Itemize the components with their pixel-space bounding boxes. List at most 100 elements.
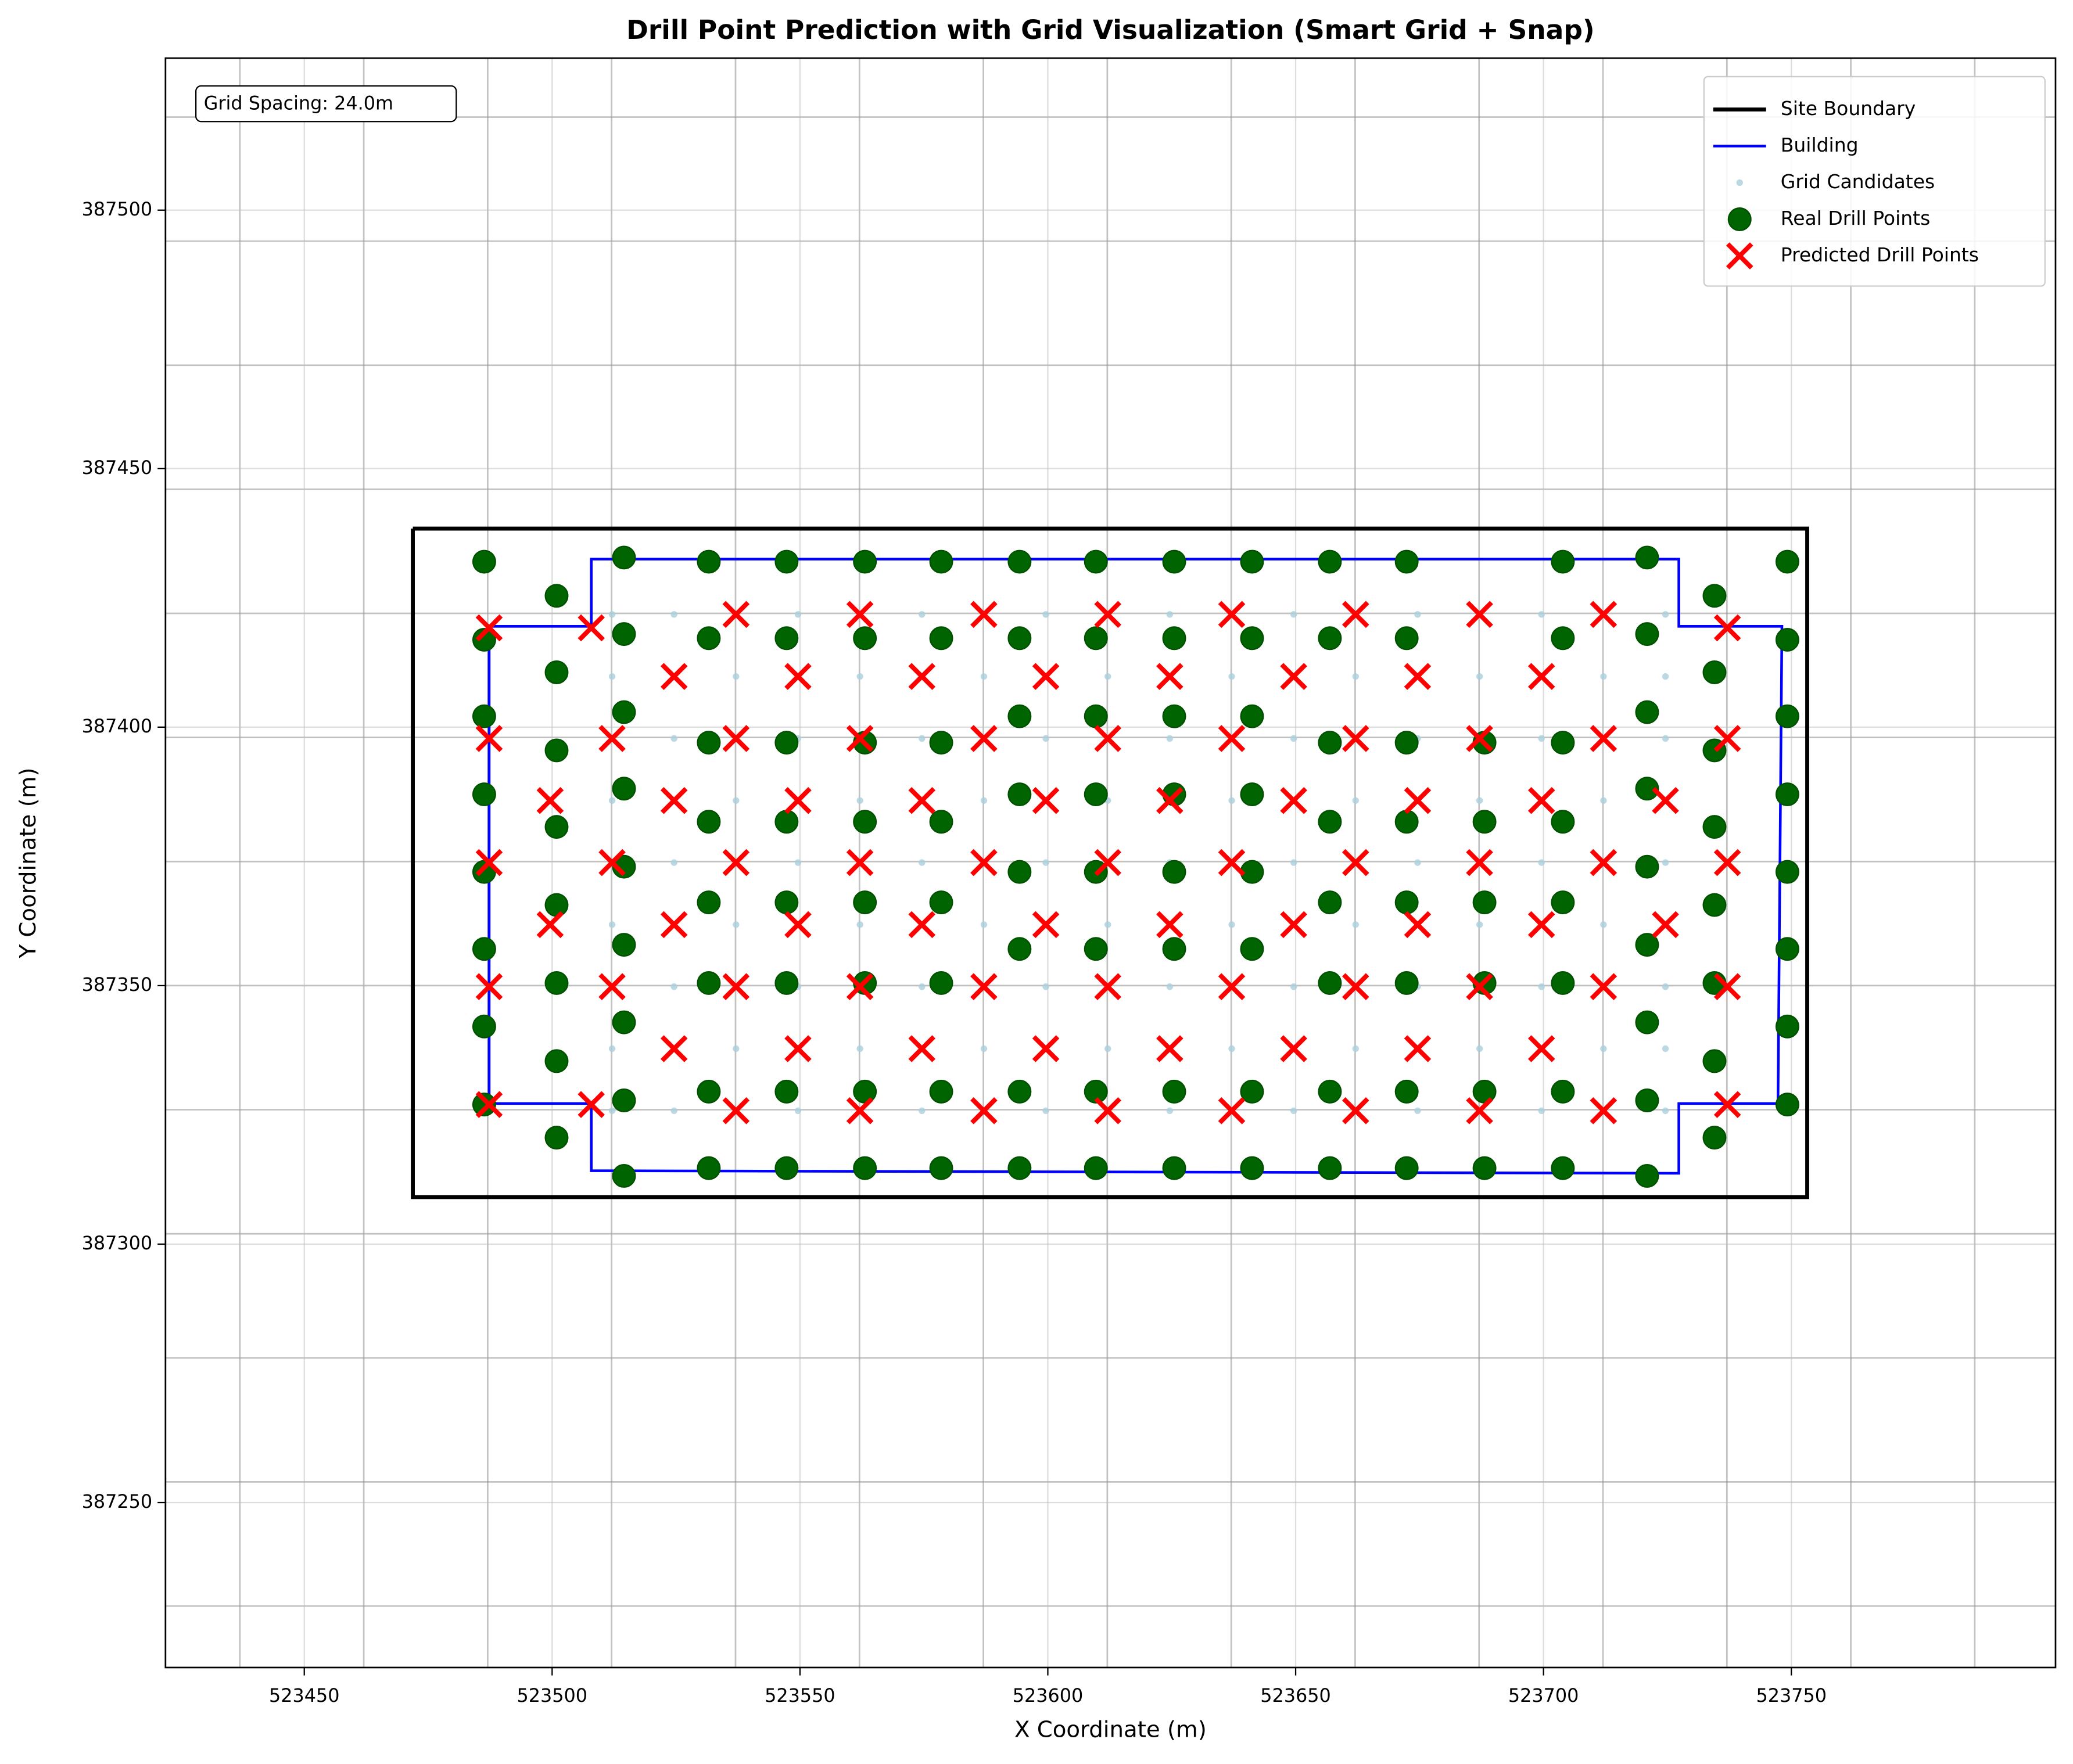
real-drill-point xyxy=(697,971,721,995)
predicted-drill-point xyxy=(1527,663,1555,690)
real-drill-point xyxy=(612,1163,636,1188)
grid-candidate xyxy=(1538,1107,1545,1114)
grid-candidate xyxy=(1042,735,1049,742)
predicted-drill-point xyxy=(475,849,503,876)
predicted-drill-point xyxy=(475,614,503,642)
grid-candidate xyxy=(670,735,677,742)
real-drill-point xyxy=(544,738,569,763)
predicted-drill-point xyxy=(1342,973,1369,1000)
real-drill-point xyxy=(1240,1156,1264,1180)
grid-candidate xyxy=(980,797,988,804)
grid-candidate xyxy=(733,921,740,928)
grid-candidate xyxy=(1290,859,1297,866)
grid-candidate xyxy=(1042,859,1049,866)
grid-candidate xyxy=(608,1045,616,1052)
grid-candidate xyxy=(670,983,677,990)
grid-candidate xyxy=(733,673,740,680)
grid-candidate xyxy=(1600,921,1607,928)
grid-candidate xyxy=(1538,735,1545,742)
real-drill-point xyxy=(1775,704,1799,728)
grid-candidate xyxy=(670,1107,677,1114)
x-tick-label: 523750 xyxy=(1756,1684,1827,1706)
predicted-drill-point xyxy=(722,725,750,752)
predicted-drill-point xyxy=(1590,601,1617,628)
grid-candidate xyxy=(980,921,988,928)
legend-box xyxy=(1703,76,2046,287)
predicted-drill-point xyxy=(908,1035,936,1062)
real-drill-point xyxy=(1472,1079,1497,1104)
grid-candidate xyxy=(1228,673,1235,680)
real-drill-point xyxy=(1007,704,1032,728)
real-drill-point xyxy=(612,854,636,879)
real-drill-point xyxy=(1007,626,1032,651)
legend-marker xyxy=(1726,242,1753,270)
predicted-drill-point xyxy=(1094,725,1121,752)
grid-candidate xyxy=(1538,983,1545,990)
real-drill-point xyxy=(472,937,496,961)
grid-candidate xyxy=(1166,983,1174,990)
real-drill-point xyxy=(1318,626,1342,651)
real-drill-point xyxy=(1394,1079,1419,1104)
predicted-drill-point xyxy=(1466,1097,1493,1124)
predicted-drill-point xyxy=(1404,1035,1432,1062)
predicted-drill-point xyxy=(784,786,812,814)
grid-candidate xyxy=(856,673,863,680)
grid-candidate xyxy=(1414,859,1421,866)
predicted-drill-point xyxy=(970,601,998,628)
real-drill-point xyxy=(1084,782,1108,807)
predicted-drill-point xyxy=(1032,1035,1060,1062)
real-drill-point xyxy=(1007,1156,1032,1180)
real-drill-point xyxy=(1775,1093,1799,1117)
real-drill-point xyxy=(1551,810,1575,834)
predicted-drill-point xyxy=(475,973,503,1000)
real-drill-point xyxy=(1551,731,1575,755)
grid-candidate xyxy=(1042,1107,1049,1114)
predicted-drill-point xyxy=(1342,725,1369,752)
real-drill-point xyxy=(612,700,636,724)
grid-candidate xyxy=(794,859,802,866)
real-drill-point xyxy=(774,971,799,995)
predicted-drill-point xyxy=(970,1097,998,1124)
predicted-drill-point xyxy=(1713,849,1741,876)
real-drill-point xyxy=(774,810,799,834)
grid-candidate xyxy=(1600,673,1607,680)
real-drill-point xyxy=(697,890,721,915)
real-drill-point xyxy=(1635,700,1659,724)
predicted-drill-point xyxy=(1527,1035,1555,1062)
real-drill-point xyxy=(612,1010,636,1034)
real-drill-point xyxy=(929,626,953,651)
predicted-drill-point xyxy=(1280,1035,1307,1062)
grid-candidate xyxy=(1476,673,1483,680)
real-drill-point xyxy=(1635,1010,1659,1034)
grid-candidate xyxy=(1104,921,1111,928)
real-drill-point xyxy=(1240,626,1264,651)
annotation-box xyxy=(195,85,457,123)
predicted-drill-point xyxy=(598,849,626,876)
predicted-drill-point xyxy=(1032,911,1060,939)
predicted-drill-point xyxy=(1713,725,1741,752)
grid-candidate xyxy=(1538,859,1545,866)
predicted-drill-point xyxy=(1032,663,1060,690)
real-drill-point xyxy=(1084,704,1108,728)
real-drill-point xyxy=(1702,1049,1727,1073)
real-drill-point xyxy=(1240,937,1264,961)
real-drill-point xyxy=(1240,549,1264,574)
real-drill-point xyxy=(1318,890,1342,915)
predicted-drill-point xyxy=(578,1091,605,1118)
real-drill-point xyxy=(1318,549,1342,574)
grid-candidate xyxy=(1662,859,1669,866)
predicted-drill-point xyxy=(1094,973,1121,1000)
grid-candidate xyxy=(1662,1107,1669,1114)
grid-candidate xyxy=(1476,797,1483,804)
chart-title: Drill Point Prediction with Grid Visuali… xyxy=(626,15,1595,45)
predicted-drill-point xyxy=(536,786,564,814)
real-drill-point xyxy=(1394,971,1419,995)
real-drill-point xyxy=(1775,937,1799,961)
real-drill-point xyxy=(612,777,636,801)
real-drill-point xyxy=(1162,1079,1186,1104)
grid-candidate xyxy=(794,611,802,618)
real-drill-point xyxy=(1472,890,1497,915)
x-tick-label: 523600 xyxy=(1013,1684,1084,1706)
grid-candidate xyxy=(1352,673,1359,680)
real-drill-point xyxy=(853,890,877,915)
